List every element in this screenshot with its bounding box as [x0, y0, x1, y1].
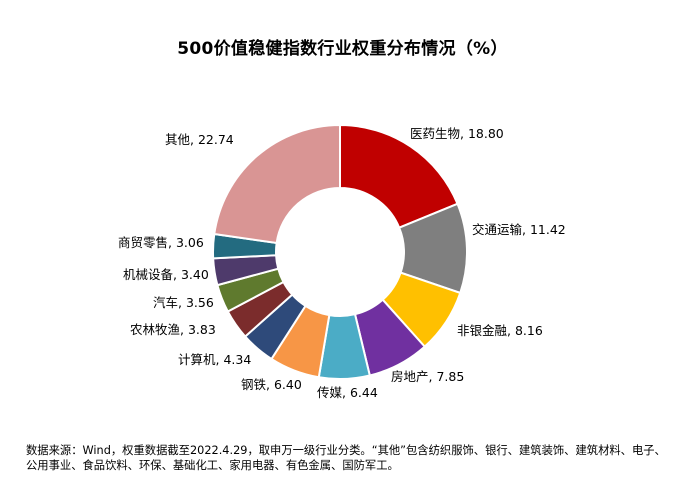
slice-label-汽车: 汽车, 3.56	[153, 295, 214, 310]
slice-label-医药生物: 医药生物, 18.80	[410, 126, 504, 141]
source-note: 数据来源：Wind，权重数据截至2022.4.29，取申万一级行业分类。“其他”…	[26, 444, 666, 472]
slice-label-钢铁: 钢铁, 6.40	[241, 377, 302, 392]
slice-labels: 医药生物, 18.80 交通运输, 11.42 非银金融, 8.16 房地产, 7.8…	[118, 126, 566, 400]
slice-label-非银金融: 非银金融, 8.16	[457, 323, 543, 338]
slice-label-传媒: 传媒, 6.44	[317, 385, 378, 400]
slice-label-其他: 其他, 22.74	[165, 132, 234, 147]
donut-slices	[212, 123, 468, 380]
slice-label-计算机: 计算机, 4.34	[178, 352, 251, 367]
chart-title: 500价值稳健指数行业权重分布情况（%）	[177, 39, 508, 59]
slice-label-农林牧渔: 农林牧渔, 3.83	[130, 322, 216, 337]
slice-label-交通运输: 交通运输, 11.42	[472, 222, 566, 237]
slice-label-机械设备: 机械设备, 3.40	[123, 267, 209, 282]
slice-其他	[213, 123, 341, 245]
slice-label-商贸零售: 商贸零售, 3.06	[118, 235, 204, 250]
slice-label-房地产: 房地产, 7.85	[391, 369, 464, 384]
